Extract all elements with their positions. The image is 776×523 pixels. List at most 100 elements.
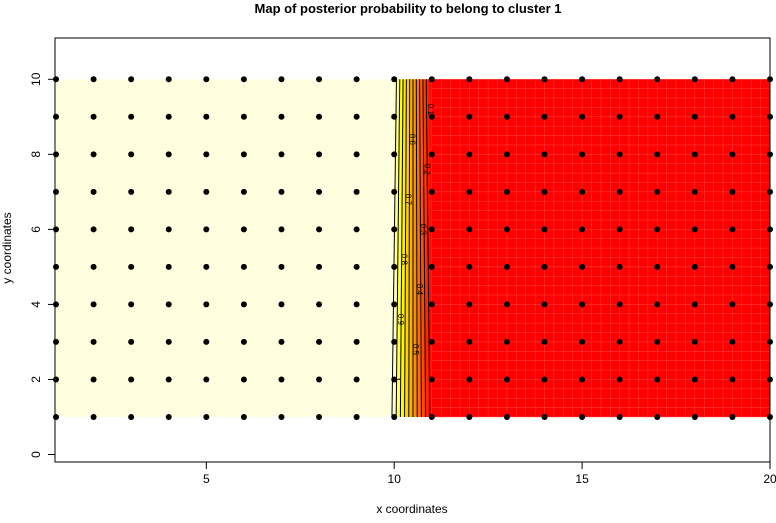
field-cell [401,79,405,417]
field-cell [429,79,433,417]
contour-label: 0.5 [411,344,420,356]
y-tick-label: 8 [29,151,43,158]
y-tick-label: 0 [29,451,43,458]
data-point [203,226,210,233]
data-point [90,226,97,233]
data-point [240,263,247,270]
data-point [353,151,360,158]
data-point [128,301,135,308]
contour-label: 0.3 [419,224,428,236]
field-cell [407,79,410,417]
y-axis-label: y coordinates [0,212,14,283]
data-point [316,301,323,308]
data-point [203,76,210,83]
data-point [616,376,623,383]
x-tick-label: 15 [575,472,589,486]
data-point [691,301,698,308]
data-point [541,226,548,233]
data-point [203,301,210,308]
data-point [541,113,548,120]
data-point [428,263,435,270]
data-point [654,151,661,158]
data-point [391,376,398,383]
field-cell [414,79,418,417]
data-point [316,413,323,420]
field-cell [394,79,397,417]
data-point [391,113,398,120]
data-point [316,263,323,270]
data-point [466,301,473,308]
data-point [466,188,473,195]
data-point [691,76,698,83]
data-point [466,226,473,233]
data-point [203,188,210,195]
data-point [203,263,210,270]
data-point [729,188,736,195]
contour-line [399,79,404,417]
data-point [90,76,97,83]
data-point [240,338,247,345]
data-point [654,413,661,420]
data-point [579,413,586,420]
data-point [240,113,247,120]
data-point [503,226,510,233]
data-point [240,188,247,195]
data-point [466,76,473,83]
field-cell [416,79,420,417]
data-point [53,188,59,195]
contour-line [419,79,422,417]
data-point [53,413,59,420]
contour-line [415,79,418,417]
data-point [654,76,661,83]
data-point [278,338,285,345]
data-point [691,376,698,383]
data-point [165,301,172,308]
data-point [616,263,623,270]
data-point [503,76,510,83]
data-point [691,226,698,233]
data-point [729,76,736,83]
data-point [353,226,360,233]
data-point [654,188,661,195]
contour-label: 0.6 [407,134,416,146]
data-point [203,151,210,158]
data-point [90,376,97,383]
field-cell [424,79,427,417]
data-point [579,188,586,195]
data-point [503,263,510,270]
data-point [165,151,172,158]
data-point [466,413,473,420]
data-point [90,113,97,120]
data-point [579,338,586,345]
contour-line [425,79,431,417]
data-point [691,263,698,270]
data-point [316,151,323,158]
data-point [503,338,510,345]
data-point [466,151,473,158]
data-point [240,226,247,233]
data-point [428,376,435,383]
data-point [541,301,548,308]
data-point [391,338,398,345]
data-point [240,151,247,158]
data-point [466,338,473,345]
data-point [691,338,698,345]
data-point [240,376,247,383]
field-cell [426,79,429,417]
data-point [391,188,398,195]
data-point [541,338,548,345]
data-point [428,338,435,345]
contour-label: 0.1 [426,104,435,116]
data-point [541,263,548,270]
data-point [579,76,586,83]
data-point [579,376,586,383]
data-point [90,188,97,195]
data-point [165,413,172,420]
data-point [128,188,135,195]
data-point [278,151,285,158]
field-cell [418,79,422,417]
data-point [165,188,172,195]
data-point [316,226,323,233]
